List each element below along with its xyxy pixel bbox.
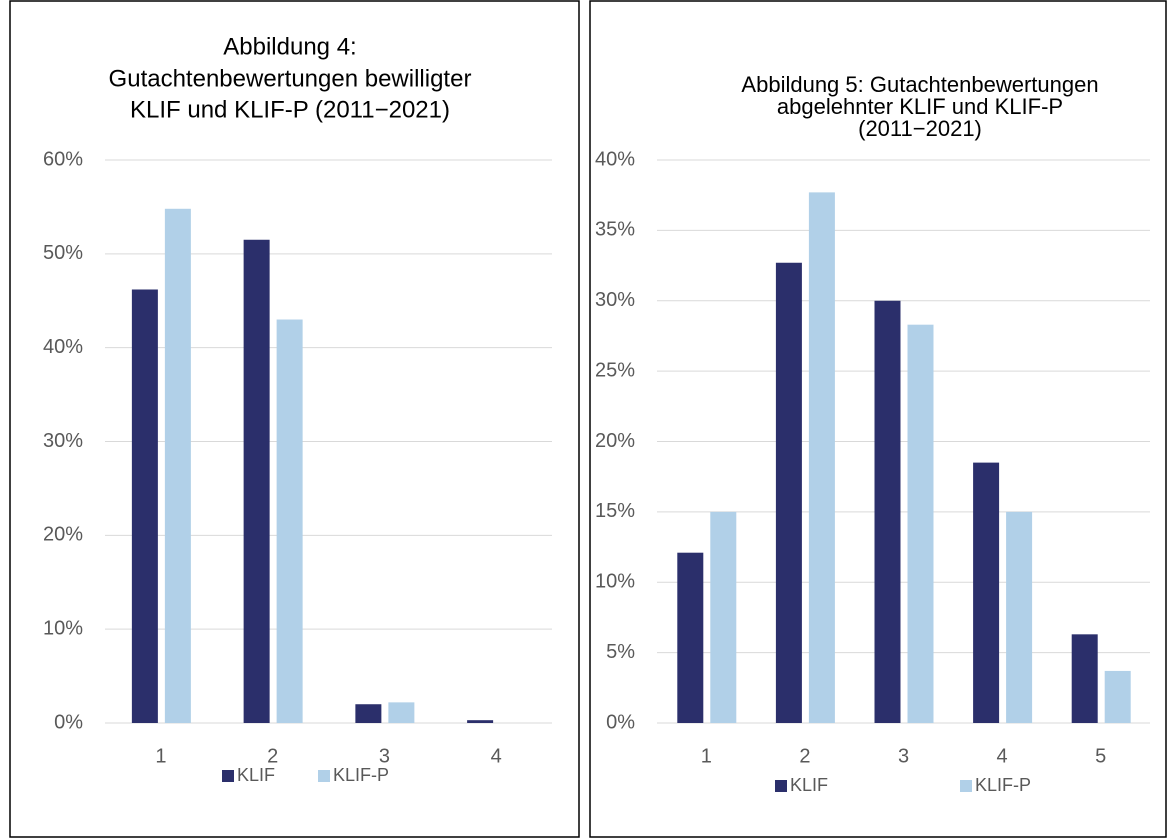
legend-swatch: [775, 780, 787, 792]
bar: [1104, 670, 1131, 723]
x-tick-label: 3: [898, 745, 909, 767]
x-tick-label: 5: [1095, 745, 1106, 767]
bar: [243, 239, 270, 723]
chart-title: Gutachtenbewertungen bewilligter: [109, 65, 472, 92]
x-tick-label: 2: [267, 745, 278, 767]
legend-swatch: [222, 770, 234, 782]
frame: [9, 0, 580, 838]
y-tick-label: 30%: [595, 289, 635, 311]
x-tick-label: 1: [701, 745, 712, 767]
bar: [907, 324, 934, 723]
y-tick-label: 60%: [43, 148, 83, 170]
bar: [355, 704, 382, 723]
bar: [276, 319, 303, 723]
x-tick-label: 4: [491, 745, 502, 767]
x-tick-label: 1: [155, 745, 166, 767]
y-tick-label: 30%: [43, 430, 83, 452]
y-tick-label: 40%: [43, 336, 83, 358]
y-tick-label: 40%: [595, 148, 635, 170]
y-tick-label: 0%: [606, 711, 635, 733]
y-tick-label: 50%: [43, 242, 83, 264]
y-tick-label: 5%: [606, 641, 635, 663]
bar: [677, 552, 704, 723]
x-tick-label: 2: [799, 745, 810, 767]
legend-swatch: [318, 770, 330, 782]
bar: [808, 192, 835, 723]
chart-title: (2011−2021): [858, 116, 982, 141]
y-tick-label: 25%: [595, 359, 635, 381]
bar: [1071, 634, 1098, 723]
legend-label: KLIF-P: [975, 775, 1031, 795]
frame: [589, 0, 1167, 838]
chart-title: Abbildung 4:: [223, 33, 356, 60]
bar: [388, 702, 415, 723]
bar: [164, 208, 191, 723]
legend-swatch: [960, 780, 972, 792]
y-tick-label: 20%: [595, 430, 635, 452]
legend-label: KLIF-P: [333, 765, 389, 785]
chart-title: abgelehnter KLIF und KLIF-P: [777, 94, 1063, 119]
y-tick-label: 20%: [43, 524, 83, 546]
bar: [131, 289, 158, 723]
y-tick-label: 0%: [54, 711, 83, 733]
y-tick-label: 15%: [595, 500, 635, 522]
bar: [973, 462, 1000, 723]
bar: [1006, 511, 1033, 723]
chart-title: KLIF und KLIF-P (2011−2021): [130, 96, 450, 123]
bar: [710, 511, 737, 723]
bar: [874, 300, 901, 723]
x-tick-label: 4: [997, 745, 1008, 767]
bar: [775, 262, 802, 723]
legend-label: KLIF: [237, 765, 275, 785]
bar: [467, 720, 494, 723]
legend-label: KLIF: [790, 775, 828, 795]
y-tick-label: 35%: [595, 219, 635, 241]
y-tick-label: 10%: [43, 617, 83, 639]
chart-title: Abbildung 5: Gutachtenbewertungen: [741, 72, 1098, 97]
x-tick-label: 3: [379, 745, 390, 767]
y-tick-label: 10%: [595, 571, 635, 593]
